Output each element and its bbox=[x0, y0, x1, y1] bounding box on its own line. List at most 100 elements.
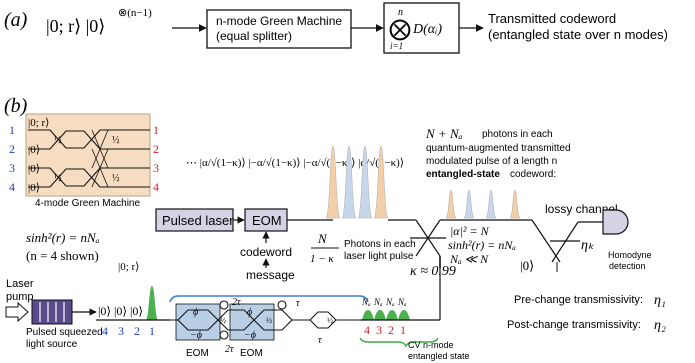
gm-splitter-label-2: ½ bbox=[54, 173, 62, 184]
sinh-equation-left: sinh²(r) = nNₐ bbox=[26, 230, 100, 245]
green-machine-box bbox=[206, 9, 352, 49]
pulse-train-number: 1 bbox=[149, 324, 155, 338]
laser-pulse bbox=[325, 145, 341, 219]
cv-entangled-state: Nₐ Nₐ Nₐ Nₐ 4 3 2 1 CV n-mode entangled … bbox=[359, 256, 470, 361]
gm-output-number-2: 2 bbox=[153, 142, 159, 156]
cv-number: 4 bbox=[364, 323, 370, 337]
pre-change-label: Pre-change transmissivity: bbox=[514, 294, 643, 306]
eom-label: EOM bbox=[252, 213, 282, 228]
gm-input-state-1: |0; r⟩ bbox=[28, 117, 49, 129]
cv-na-label: Nₐ bbox=[361, 297, 371, 307]
pulsed-source-line-2: light source bbox=[26, 339, 78, 350]
channel-splitter-path-b bbox=[551, 221, 579, 263]
green-machine-4-mode: 1 2 3 4 |0; r⟩ |0⟩ |0⟩ |0⟩ ½ ½ ½ bbox=[9, 113, 159, 209]
sinh-equation-right: sinh²(r) = nNₐ bbox=[448, 238, 516, 252]
loop-half-label: ½ bbox=[266, 316, 272, 325]
gm-caption: 4-mode Green Machine bbox=[35, 198, 140, 209]
loop-eom-label-2: EOM bbox=[240, 348, 263, 359]
gm-waveguides bbox=[28, 129, 150, 188]
gm-splitter-label-3: ½ bbox=[112, 135, 120, 146]
loop-half-label: ½ bbox=[327, 316, 333, 325]
cv-pulse bbox=[386, 310, 398, 320]
phase-minus-phi: −ϕ bbox=[190, 330, 202, 341]
tensor-product-symbol: ⨂ bbox=[389, 16, 411, 41]
augmented-pulse bbox=[509, 189, 521, 219]
laser-pulse bbox=[341, 145, 357, 219]
gm-input-state-4: |0⟩ bbox=[28, 182, 40, 194]
gm-splitter-label-1: ½ bbox=[54, 135, 62, 146]
homodyne-label-2: detection bbox=[609, 261, 646, 271]
phase-phi: ϕ bbox=[193, 307, 198, 318]
loop-eom-label-1: EOM bbox=[186, 348, 209, 359]
top-note-tail: codeword: bbox=[510, 169, 556, 180]
eta-k-label: ηₖ bbox=[581, 238, 595, 253]
squeezed-source-box bbox=[31, 299, 73, 325]
pulsed-laser-label: Pulsed laser bbox=[162, 213, 234, 228]
squeezed-pulse bbox=[146, 286, 158, 320]
input-state-label: |0; r⟩ |0⟩ bbox=[46, 16, 105, 36]
time-bin-loops: ϕ −ϕ ϕ −ϕ 2τ 2τ τ τ ½ ½ ½ EOM EOM bbox=[170, 297, 360, 359]
panel-b-label: (b) bbox=[4, 95, 28, 117]
kappa-label: κ ≈ 0.99 bbox=[410, 264, 456, 279]
laser-pulses bbox=[325, 145, 389, 219]
pulse-train-ket: |0⟩ bbox=[98, 304, 111, 318]
top-note-line-2: quantum-augmented transmitted bbox=[426, 143, 571, 154]
cv-caption-line-1: CV n-mode bbox=[408, 340, 454, 350]
augmented-pulses bbox=[445, 189, 521, 219]
laser-pulse bbox=[357, 145, 373, 219]
panel-b: (b) 1 2 3 4 |0; r⟩ |0⟩ |0⟩ |0⟩ bbox=[4, 95, 666, 361]
gm-input-number-1: 1 bbox=[9, 123, 15, 137]
displacement-kets: ⋯ |α/√(1−κ)⟩ |−α/√(1−κ)⟩ |−α/√(1−κ)⟩ |α/… bbox=[186, 157, 404, 169]
pulse-train-kets: |0⟩ |0⟩ |0⟩ bbox=[98, 304, 143, 318]
operator-top-index: n bbox=[398, 7, 403, 18]
augmented-pulse bbox=[445, 189, 457, 219]
pulse-train-number: 2 bbox=[134, 324, 140, 338]
source-stripes bbox=[39, 302, 65, 322]
cv-number: 2 bbox=[388, 323, 394, 337]
cv-na-label: Nₐ bbox=[385, 297, 395, 307]
gm-output-number-1: 1 bbox=[153, 123, 159, 137]
top-note-math: N + Nₐ bbox=[425, 126, 463, 141]
top-note-bold: entangled-state bbox=[426, 169, 500, 180]
gm-input-number-2: 2 bbox=[9, 142, 15, 156]
cv-pulse bbox=[374, 310, 386, 320]
pulsed-source-line-1: Pulsed squeezed bbox=[26, 327, 103, 338]
phase-minus-phi: −ϕ bbox=[244, 330, 256, 341]
lossy-channel-label: lossy channel bbox=[545, 202, 618, 216]
output-line-1: Transmitted codeword bbox=[488, 11, 616, 26]
gm-splitter-labels: ½ ½ ½ ½ bbox=[54, 135, 120, 184]
green-machine-line-1: n-mode Green Machine bbox=[216, 14, 342, 28]
gm-input-state-2: |0⟩ bbox=[28, 144, 40, 156]
tau-label: τ bbox=[318, 335, 322, 346]
gm-splitter-label-4: ½ bbox=[112, 173, 120, 184]
tau-label: τ bbox=[296, 298, 300, 309]
pulse-train-number: 4 bbox=[102, 324, 108, 338]
cv-pulse bbox=[362, 310, 374, 320]
channel-splitter-path-a bbox=[531, 219, 561, 263]
squeezed-ket: |0; r⟩ bbox=[118, 261, 139, 273]
gm-output-number-3: 3 bbox=[153, 161, 159, 175]
cv-na-label: Nₐ bbox=[397, 297, 407, 307]
eta1-label: η₁ bbox=[654, 293, 666, 308]
displacement-operator: D(αᵢ) bbox=[412, 22, 442, 37]
loop-half-label: ½ bbox=[220, 316, 226, 325]
n-shown-label: (n = 4 shown) bbox=[26, 248, 99, 263]
photons-note-line-1: Photons in each bbox=[344, 239, 416, 250]
gm-output-number-4: 4 bbox=[153, 180, 159, 194]
pulse-train-number: 3 bbox=[118, 324, 124, 338]
alpha-equation: |α|² = N bbox=[450, 224, 490, 238]
message-label: message bbox=[246, 268, 295, 282]
cv-pulse bbox=[398, 310, 410, 320]
cv-caption-line-2: entangled state bbox=[408, 351, 470, 361]
augmented-pulse bbox=[485, 189, 497, 219]
na-much-less-n: Nₐ ≪ N bbox=[449, 252, 489, 266]
homodyne-label-1: Homodyne bbox=[608, 250, 652, 260]
operator-bottom-index: i=1 bbox=[390, 41, 403, 51]
input-state-power: ⊗(n−1) bbox=[118, 7, 152, 19]
green-machine-line-2: (equal splitter) bbox=[216, 29, 292, 43]
gm-input-state-3: |0⟩ bbox=[28, 163, 40, 175]
codeword-label: codeword bbox=[240, 245, 292, 259]
gm-implementation-bracket bbox=[169, 295, 369, 303]
pulse-train-ket: |0⟩ bbox=[114, 304, 127, 318]
